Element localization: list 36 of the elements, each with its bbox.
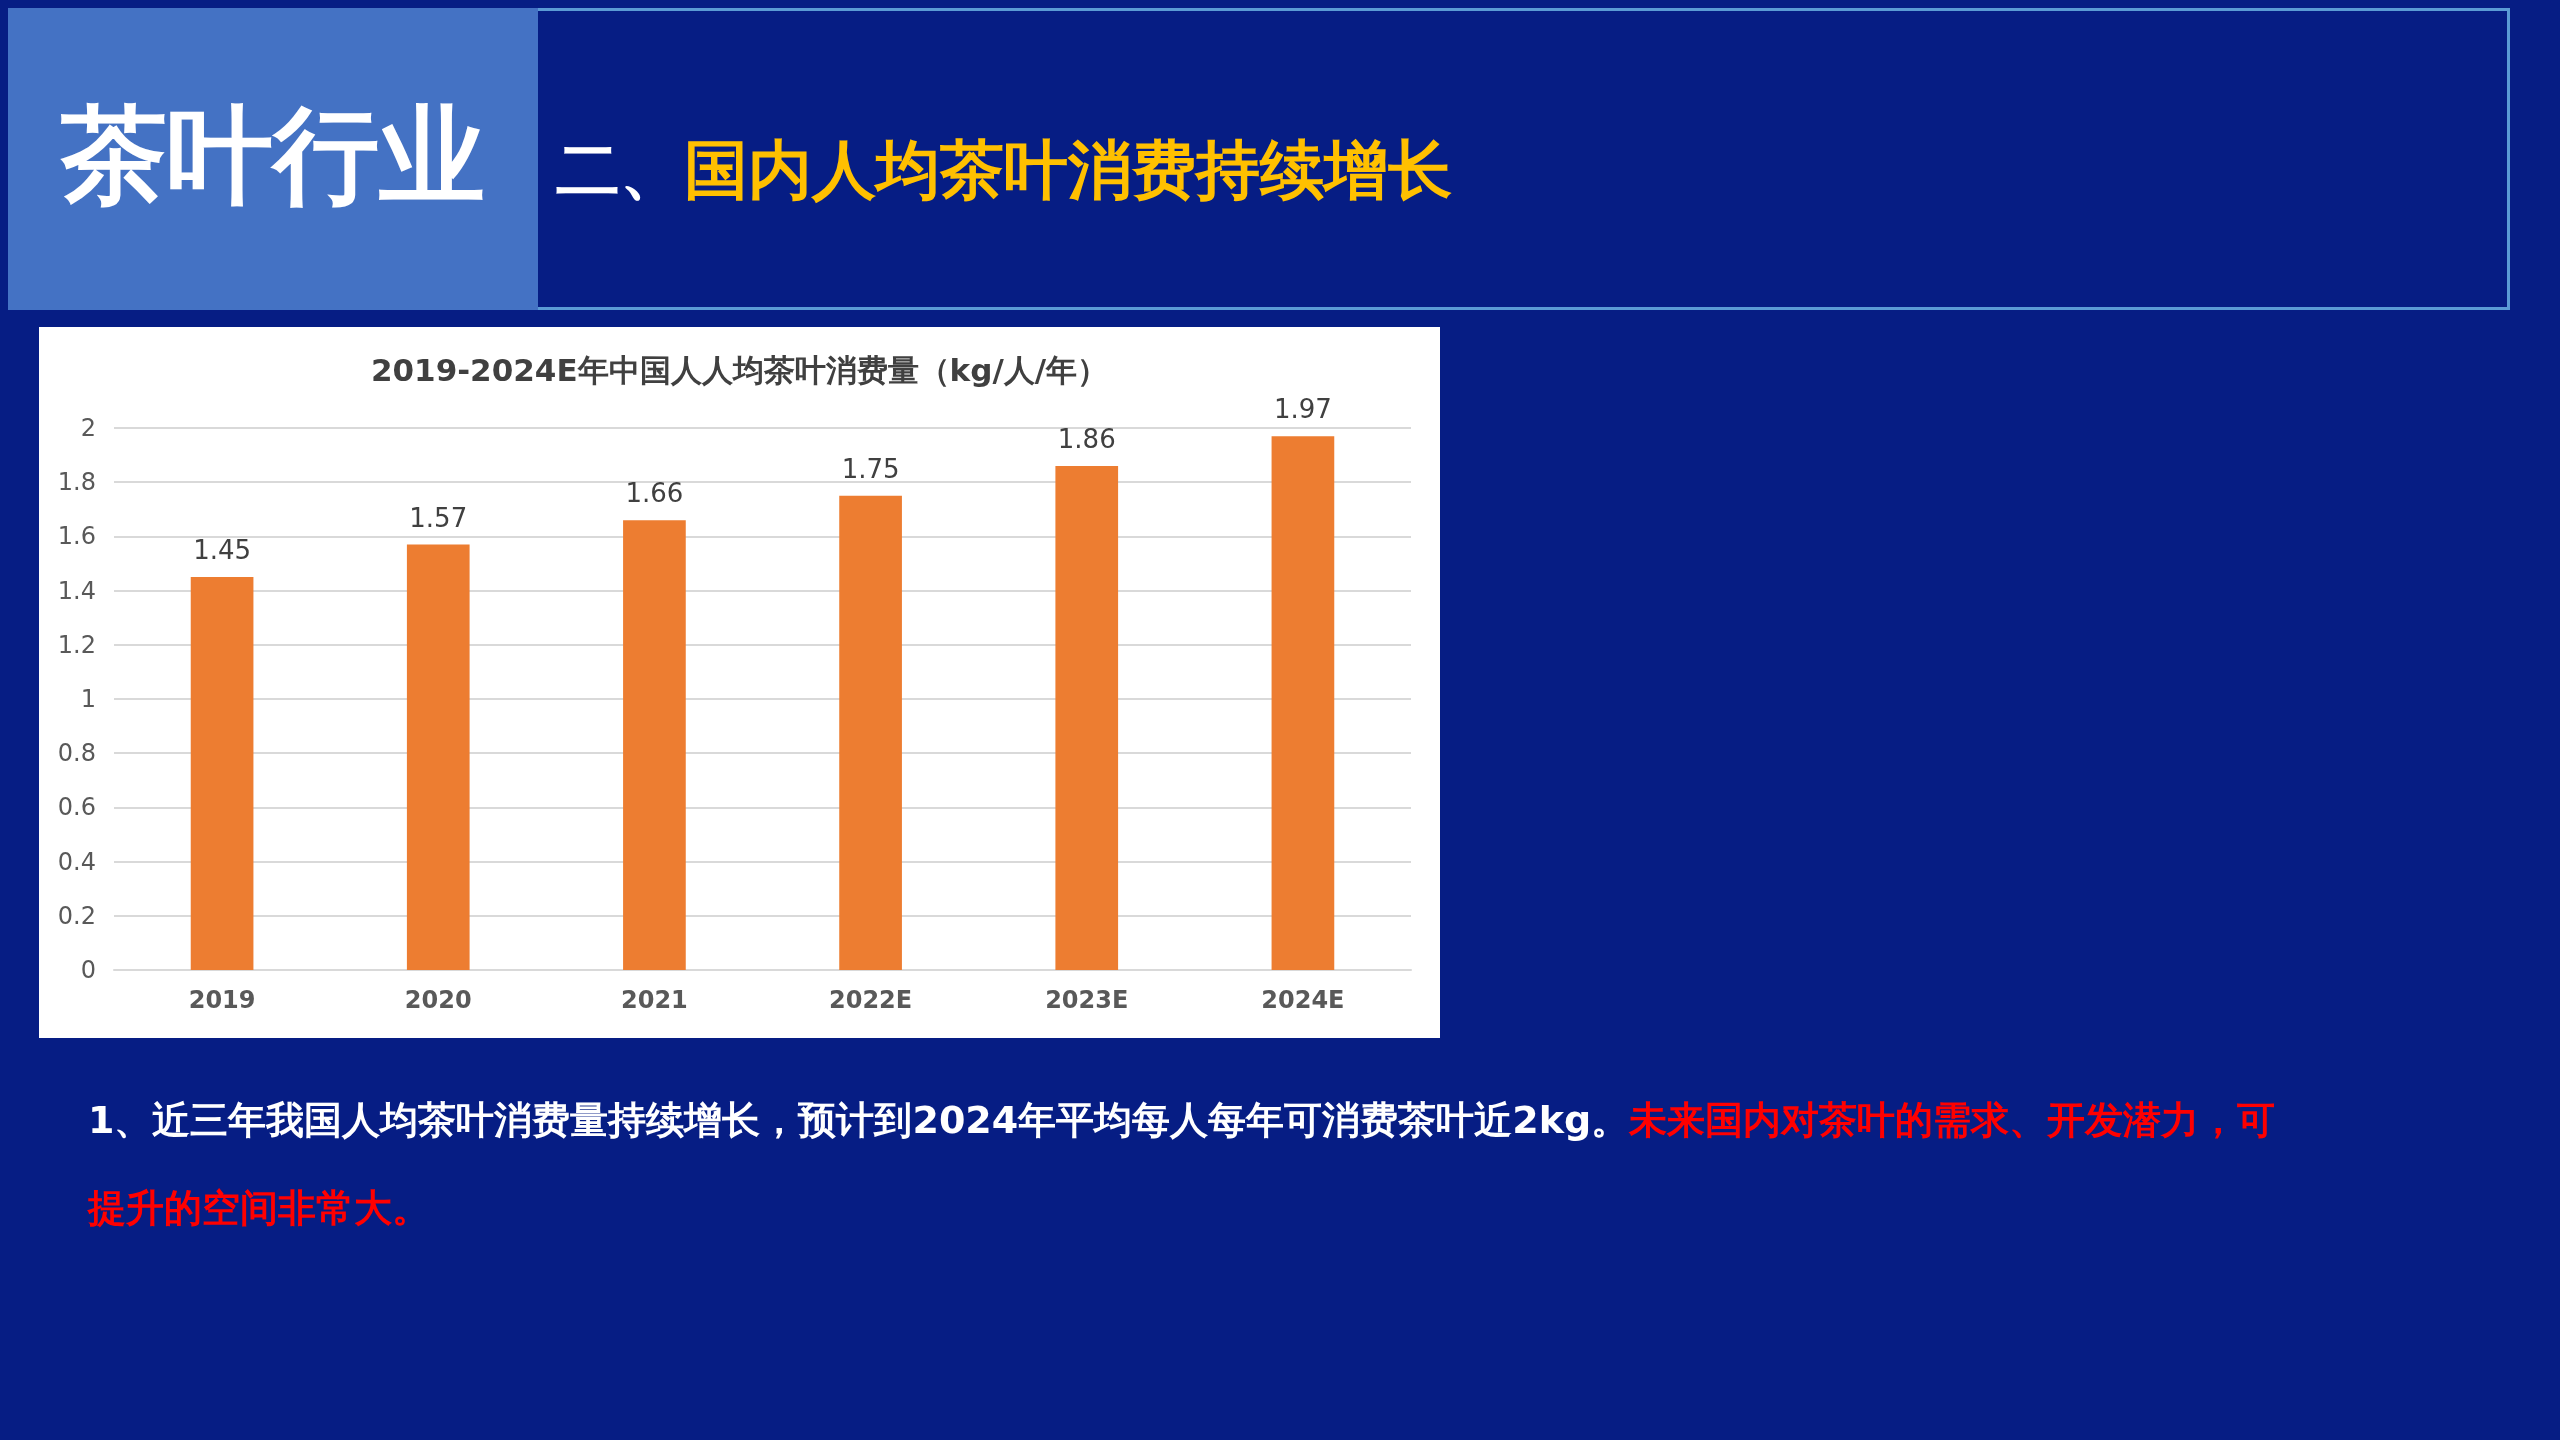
x-tick-label: 2021 (621, 986, 688, 1014)
bar (839, 495, 902, 970)
x-tick-label: 2019 (188, 986, 256, 1014)
bar (623, 520, 686, 970)
y-tick-label: 1.8 (57, 468, 96, 497)
data-label: 1.97 (1273, 394, 1332, 425)
data-label: 1.45 (193, 535, 252, 566)
text: 未来国内对茶叶的需求、开发潜力，可 (1629, 1096, 2276, 1144)
y-tick-label: 1.4 (57, 576, 96, 605)
bar (1055, 465, 1119, 970)
y-tick-label: 1 (80, 685, 96, 713)
bar (1271, 436, 1335, 970)
data-label: 1.86 (1057, 423, 1116, 454)
text: 提升的空间非常大。 (88, 1184, 430, 1232)
y-tick-label: 0.4 (57, 847, 96, 876)
y-tick-label: 0.2 (57, 901, 96, 930)
y-tick-label: 1.2 (57, 630, 96, 659)
y-tick-label: 0.8 (57, 739, 96, 768)
y-tick-label: 1.6 (57, 522, 96, 551)
x-tick-label: 2020 (404, 986, 472, 1014)
text: 二、 (556, 131, 684, 209)
chart-title: 2019-2024E年中国人人均茶叶消费量（kg/人/年） (370, 351, 1109, 388)
x-tick-label: 2024E (1261, 986, 1345, 1014)
x-tick-label: 2023E (1045, 986, 1129, 1014)
text: 茶叶行业 (61, 94, 485, 219)
bar (406, 544, 470, 970)
y-tick-label: 0.6 (57, 793, 96, 822)
bar (190, 577, 254, 970)
text: 国内人均茶叶消费持续增长 (684, 131, 1452, 209)
x-tick-label: 2022E (828, 986, 913, 1014)
data-label: 1.57 (409, 502, 468, 533)
y-tick-label: 2 (80, 414, 96, 442)
data-label: 1.75 (841, 453, 900, 484)
y-tick-label: 0 (80, 956, 96, 984)
data-label: 1.66 (625, 478, 684, 509)
text: 1、近三年我国人均茶叶消费量持续增长，预计到2024年平均每人每年可消费茶叶近2kg。 (88, 1096, 1630, 1144)
